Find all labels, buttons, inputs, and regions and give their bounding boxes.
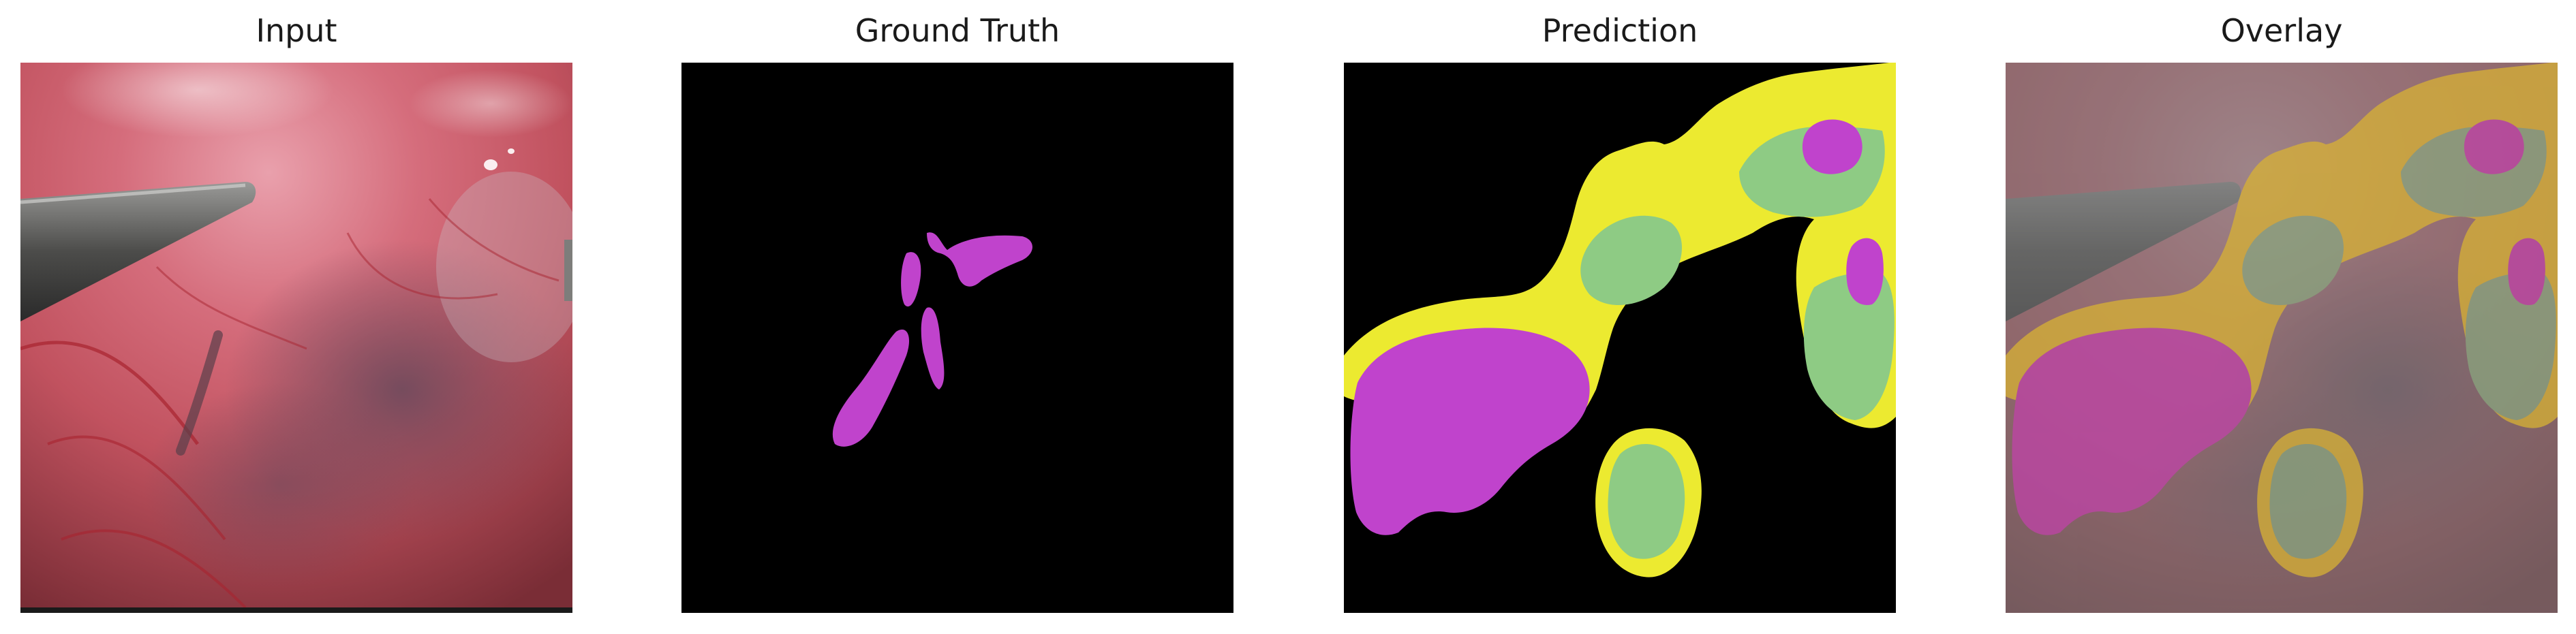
pred-magenta-upper-right bbox=[1802, 119, 1862, 174]
input-endoscopy-image bbox=[20, 63, 572, 613]
prediction-mask-image bbox=[1344, 63, 1896, 613]
pred-green-right bbox=[1803, 272, 1895, 420]
panel-title-input: Input bbox=[256, 12, 337, 49]
panel-title-prediction: Prediction bbox=[1542, 12, 1698, 49]
overlay-composite-image bbox=[2006, 63, 2558, 613]
pred-magenta-right bbox=[1846, 238, 1884, 305]
gt-region-mid-small bbox=[921, 307, 945, 390]
ground-truth-mask-image bbox=[681, 63, 1233, 613]
panel-title-ground-truth: Ground Truth bbox=[855, 12, 1060, 49]
input-image bbox=[20, 63, 572, 613]
pred-green-center bbox=[1580, 215, 1683, 306]
prediction-panel: Prediction bbox=[1344, 0, 1896, 634]
panel-title-overlay: Overlay bbox=[2220, 12, 2343, 49]
pred-magenta-large bbox=[1350, 328, 1590, 535]
gt-region-upper bbox=[927, 232, 1032, 287]
ground-truth-mask bbox=[681, 63, 1233, 613]
gt-region-left-small bbox=[901, 252, 921, 307]
prediction-mask bbox=[1344, 63, 1896, 613]
ground-truth-panel: Ground Truth bbox=[681, 0, 1233, 634]
overlay-panel: Overlay bbox=[2006, 0, 2558, 634]
overlay-image bbox=[2006, 63, 2558, 613]
input-panel: Input bbox=[20, 0, 572, 634]
gt-region-lower bbox=[832, 329, 910, 447]
pred-green-lower bbox=[1608, 444, 1685, 559]
